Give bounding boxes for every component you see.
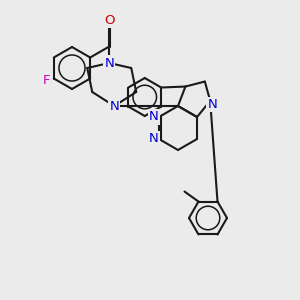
Text: N: N [149,133,159,146]
Text: N: N [207,98,217,111]
Text: F: F [43,74,51,87]
Text: O: O [104,14,115,27]
Text: N: N [104,56,114,70]
Text: N: N [110,100,119,112]
Text: N: N [149,110,159,124]
